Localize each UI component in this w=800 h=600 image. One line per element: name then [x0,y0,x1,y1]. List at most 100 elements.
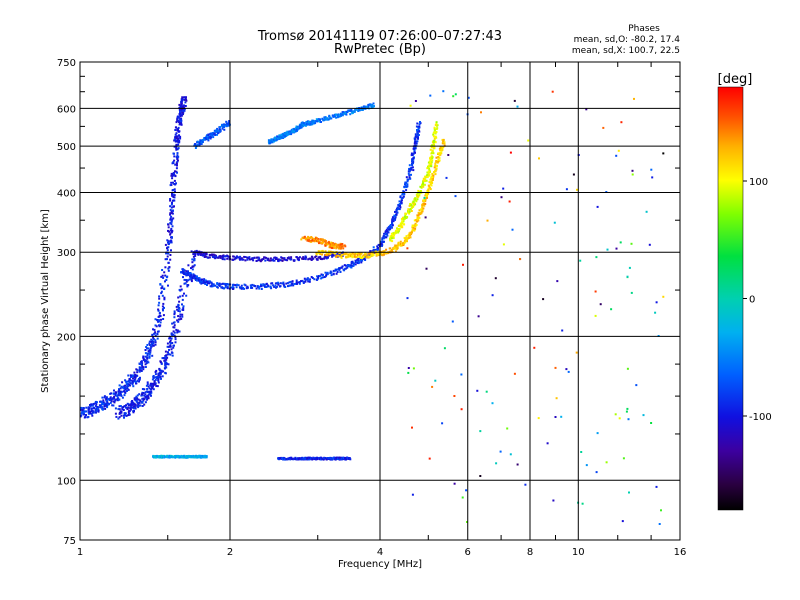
data-point [434,124,437,126]
data-point [221,258,224,261]
data-point [414,197,417,200]
noise-point [662,295,665,298]
data-point [173,194,176,197]
data-point [399,196,402,199]
data-point [429,156,432,159]
data-point [182,456,185,459]
data-point [151,382,154,385]
data-point [340,256,343,259]
data-point [401,220,404,223]
data-point [302,256,305,259]
noise-point [554,366,557,369]
data-point [167,223,170,226]
data-point [331,245,334,248]
data-point [304,279,307,282]
data-point [166,249,169,252]
chart-title: Tromsø 20141119 07:26:00–07:27:43 [257,29,502,44]
noise-point [580,451,583,453]
data-point [403,193,406,196]
data-point [122,390,125,393]
data-point [169,241,172,244]
data-point [405,212,407,215]
data-point [128,384,131,387]
data-point [284,458,286,461]
data-point [429,148,432,151]
noise-point [554,416,557,418]
data-point [391,240,394,243]
data-point [124,384,127,387]
data-point [431,172,434,175]
data-point [385,248,388,251]
data-point [426,196,428,199]
data-point [106,406,109,409]
data-point [81,410,84,413]
data-point [132,374,134,377]
data-point [233,258,236,261]
data-point [292,284,295,287]
data-point [152,338,155,340]
data-point [129,406,132,409]
data-point [171,351,174,354]
data-point [357,110,360,112]
data-point [144,355,147,358]
data-point [289,280,292,283]
data-point [176,160,179,163]
data-point [349,458,352,461]
x-tick-label: 4 [377,547,383,558]
data-point [152,344,155,347]
data-point [373,252,376,254]
data-point [291,128,294,131]
data-point [427,170,430,173]
data-point [326,254,329,257]
data-point [227,283,230,286]
noise-point [445,176,448,179]
data-point [164,243,167,246]
data-point [173,159,176,162]
data-point [188,278,191,281]
data-point [207,256,210,259]
data-point [251,283,254,286]
data-point [282,458,284,461]
noise-point [553,221,556,224]
data-point [172,172,175,175]
data-point [171,322,174,325]
data-point [252,259,255,262]
data-point [430,180,433,183]
data-point [87,408,90,411]
data-point [181,96,184,99]
data-point [132,411,135,414]
data-point [168,348,170,351]
data-point [349,109,352,112]
data-point [417,134,420,136]
data-point [156,385,159,388]
data-point [157,456,160,459]
data-point [367,252,370,255]
x-tick-label: 2 [227,547,233,558]
data-point [130,379,133,382]
data-point [414,227,417,230]
data-point [239,287,242,290]
data-point [429,178,432,181]
data-point [179,310,181,313]
data-point [169,254,172,256]
data-point [436,164,438,167]
data-point [360,252,363,255]
data-point [414,203,417,206]
data-point [291,280,294,283]
data-point [337,243,340,246]
data-point [251,286,254,289]
data-point [90,412,93,415]
data-point [414,198,417,201]
data-point [83,410,86,413]
data-point [338,115,341,118]
data-point [169,229,172,232]
data-point [406,178,409,181]
data-point [297,127,300,130]
data-point [317,277,320,280]
data-point [311,119,314,122]
data-point [330,274,333,277]
data-point [135,395,138,398]
data-point [357,108,360,111]
data-point [383,232,386,235]
